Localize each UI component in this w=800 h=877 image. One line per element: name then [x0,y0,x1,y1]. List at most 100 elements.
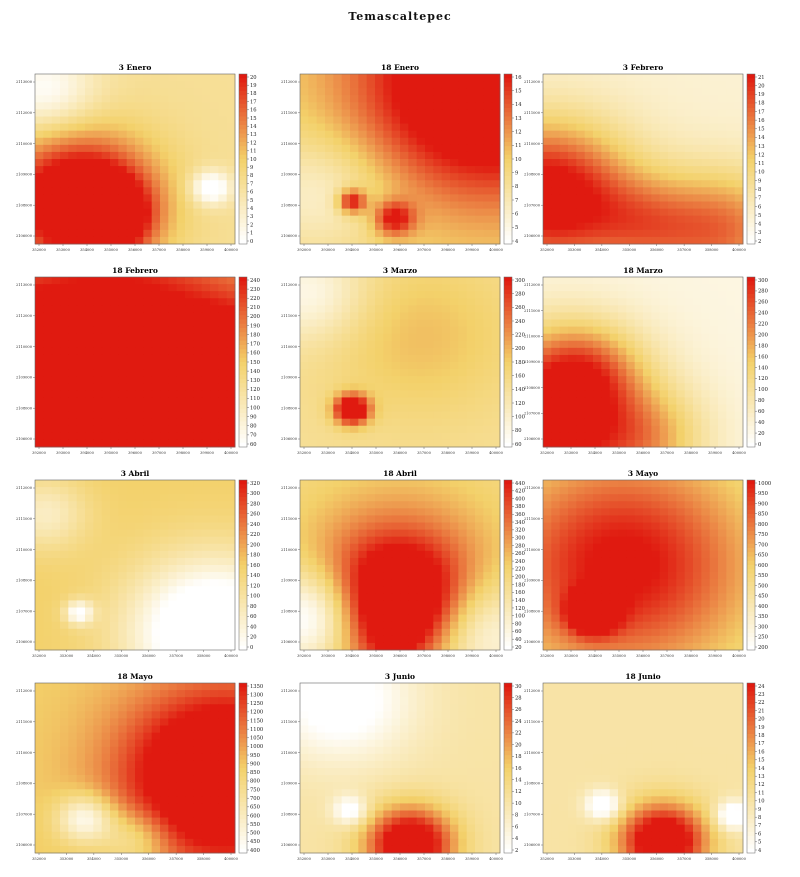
heatmap-cell [218,291,228,299]
heatmap-cell [85,277,94,285]
heatmap-cell [300,404,309,412]
heatmap-cell [441,298,451,306]
heatmap-cell [718,411,727,420]
heatmap-cell [193,600,203,608]
heatmap-cell [718,81,727,89]
heatmap-cell [93,642,103,651]
heatmap-cell [226,109,236,117]
heatmap-cell [668,312,677,320]
heatmap-cell [634,404,644,412]
heatmap-cell [316,397,326,405]
heatmap-cell [35,529,44,538]
heatmap-cell [441,194,451,202]
heatmap-cell [391,215,401,224]
heatmap-cell [441,390,451,398]
heatmap-cell [143,180,153,188]
heatmap-cell [551,130,561,139]
heatmap-cell [684,362,694,370]
heatmap-cell [135,432,144,441]
heatmap-cell [210,635,219,644]
heatmap-cell [185,333,194,342]
heatmap-cell [425,116,434,124]
heatmap-cell [441,411,451,420]
heatmap-cell [176,312,186,320]
heatmap-cell [375,347,384,356]
legend-swatch [239,594,247,600]
legend-swatch [239,91,247,96]
heatmap-cell [118,508,128,516]
heatmap-cell [701,166,711,174]
heatmap-cell [193,116,203,124]
heatmap-cell [218,635,228,644]
heatmap-cell [701,215,711,224]
heatmap-cell [734,159,744,167]
legend-tick-label: 7 [515,198,518,204]
heatmap-cell [651,194,661,202]
heatmap-cell [475,432,484,441]
heatmap-cell [168,215,178,224]
heatmap-cell [391,418,401,427]
heatmap-cell [325,74,334,82]
heatmap-cell [425,144,434,153]
x-tick-label: 394000 [345,248,359,252]
heatmap-cell [300,208,309,217]
legend-swatch [239,108,247,113]
legend-swatch [747,298,755,303]
heatmap-cell [218,543,228,552]
heatmap-cell [559,201,569,209]
heatmap-cell [325,236,334,245]
heatmap-cell [35,305,44,313]
heatmap-cell [643,397,652,405]
heatmap-cell [483,151,493,160]
heatmap-cell [60,291,69,299]
heatmap-cell [634,369,644,377]
heatmap-cell [400,208,409,217]
heatmap-cell [35,494,44,502]
heatmap-cell [325,291,334,299]
heatmap-cell [626,291,636,299]
heatmap-cell [383,305,393,313]
heatmap-cell [626,362,636,370]
heatmap-cell [76,390,86,398]
heatmap-cell [491,180,501,188]
heatmap-cell [126,369,136,377]
heatmap-cell [126,151,136,160]
heatmap-cell [160,572,169,580]
heatmap-cell [185,208,194,217]
legend-swatch [504,345,512,350]
heatmap-cell [416,123,426,132]
heatmap-cell [659,102,669,110]
legend-swatch [239,180,247,185]
heatmap-cell [201,529,211,538]
heatmap-cell [160,397,169,405]
y-tick-label: 2106000 [16,640,33,644]
heatmap-cell [441,277,451,285]
heatmap-cell [626,215,636,224]
heatmap-cell [693,95,702,103]
heatmap-cell [85,480,94,488]
heatmap-cell [168,369,178,377]
heatmap-cell [475,439,484,448]
heatmap-cell [168,354,178,363]
heatmap-cell [609,187,619,195]
heatmap-cell [441,340,451,349]
legend-tick-label: 40 [758,420,765,426]
heatmap-cell [110,88,119,96]
heatmap-cell [126,550,136,559]
legend-swatch [239,277,247,282]
heatmap-cell [709,425,719,434]
heatmap-cell [543,187,552,195]
heatmap-cell [151,312,161,320]
heatmap-cell [110,194,119,202]
heatmap-cell [433,201,443,209]
heatmap-cell [118,543,128,552]
heatmap-cell [93,333,103,342]
heatmap-cell [726,229,736,238]
heatmap-cell [450,159,459,167]
heatmap-cell [659,130,669,139]
heatmap-cell [718,102,727,110]
heatmap-cell [584,354,594,363]
heatmap-cell [68,593,78,601]
heatmap-cell [341,501,351,509]
heatmap-cell [101,354,111,363]
